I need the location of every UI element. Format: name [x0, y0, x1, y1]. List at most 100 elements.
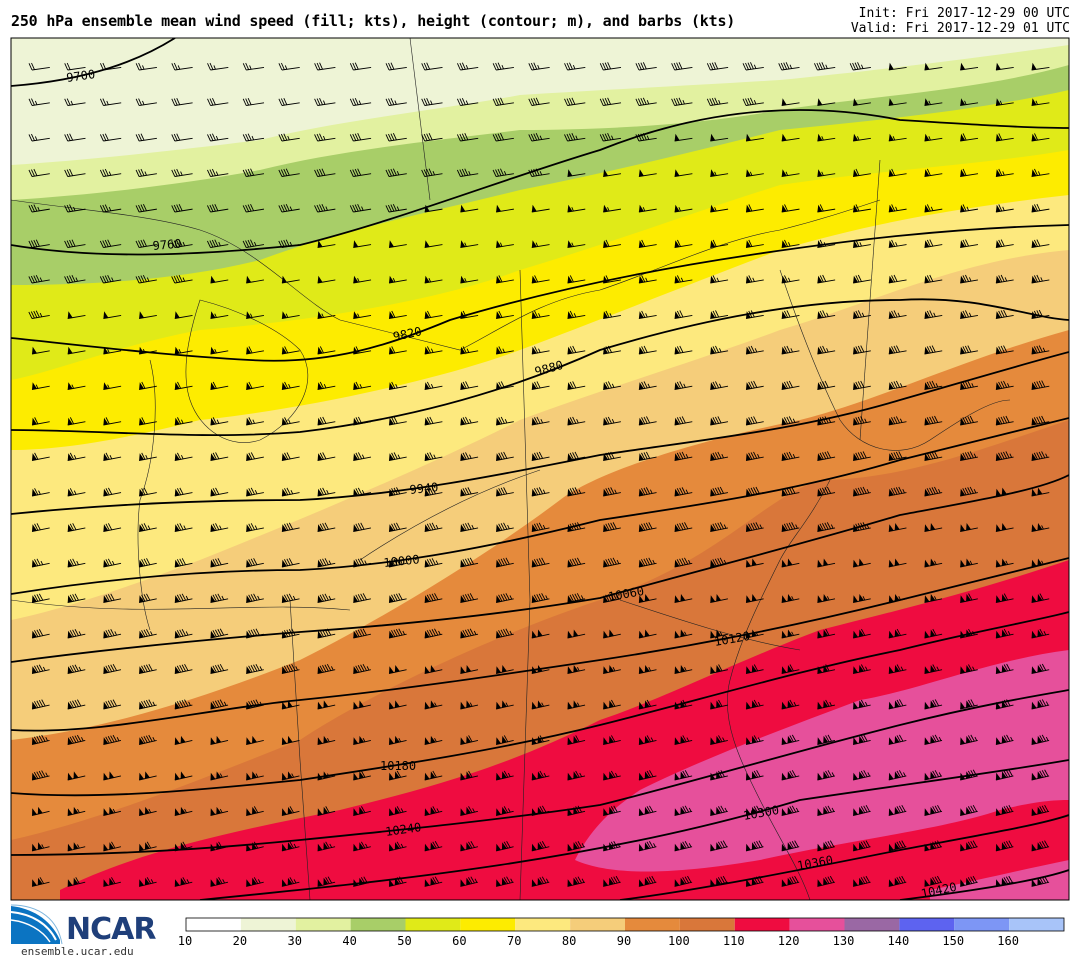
wind-barb: [817, 274, 836, 284]
wind-barb: [995, 415, 1014, 426]
wind-barb: [888, 770, 907, 781]
wind-barb: [888, 628, 907, 639]
wind-barb: [210, 699, 229, 710]
wind-barb: [353, 558, 372, 568]
wind-barb: [460, 381, 479, 390]
wind-barb: [638, 770, 657, 781]
colorbar-swatch: [240, 918, 296, 931]
wind-barb: [424, 876, 443, 887]
colorbar-swatch: [295, 918, 351, 931]
contour-10000: [11, 417, 1069, 595]
wind-barb: [745, 522, 764, 532]
wind-barb: [139, 699, 157, 710]
wind-barb: [564, 133, 586, 142]
wind-barb: [710, 735, 728, 745]
colorbar-border: [185, 917, 1065, 932]
wind-barb: [849, 62, 871, 71]
wind-barb: [171, 274, 193, 284]
wind-barb: [246, 735, 264, 745]
wind-barb: [174, 771, 193, 781]
wind-barb: [638, 841, 657, 852]
wind-barb: [317, 558, 336, 568]
wind-barb: [388, 275, 407, 284]
wind-barb: [31, 452, 50, 461]
wind-barb: [710, 275, 729, 284]
wind-barb: [281, 311, 300, 319]
wind-barb: [278, 168, 300, 177]
contour-labels: 9700 9760 9820 9880 9940 10000 10060 101…: [65, 67, 957, 901]
wind-barb: [460, 204, 479, 213]
wind-barb: [206, 239, 229, 248]
wind-barb: [674, 381, 693, 390]
colorbar-tick-label: 60: [452, 934, 467, 948]
wind-barb: [742, 97, 764, 106]
wind-barb: [745, 875, 764, 887]
wind-barb: [781, 133, 800, 142]
wind-barb: [206, 204, 229, 213]
wind-barb: [567, 593, 586, 603]
wind-barb: [353, 806, 371, 816]
wind-barb: [888, 558, 907, 568]
contour-9700: [11, 38, 176, 87]
ncar-url: ensemble.ucar.edu: [21, 945, 134, 958]
wind-barb: [64, 62, 86, 71]
contour-label: 9700: [65, 67, 96, 85]
wind-barb: [103, 346, 122, 355]
colorbar-tick-label: 110: [722, 934, 745, 948]
wind-barb: [495, 806, 514, 816]
wind-barb: [781, 629, 800, 639]
wind-barb: [781, 593, 800, 603]
wind-barb: [710, 664, 728, 674]
wind-barb: [853, 699, 871, 710]
wind-barb: [674, 699, 693, 710]
wind-barb: [67, 558, 86, 568]
wind-barb: [603, 699, 621, 710]
wind-barb: [567, 629, 586, 639]
wind-barb: [388, 310, 407, 319]
wind-barb: [317, 416, 336, 426]
contour-label: 10180: [380, 759, 416, 773]
wind-barb: [995, 62, 1014, 71]
wind-barb: [388, 841, 407, 852]
wind-barb: [781, 380, 800, 390]
wind-barb: [745, 770, 764, 781]
wind-barb: [853, 98, 871, 106]
ncar-logo-text: NCAR: [66, 912, 156, 947]
wind-barb: [317, 771, 336, 781]
wind-barb: [638, 664, 657, 674]
wind-barb: [924, 593, 943, 603]
wind-barb: [853, 380, 871, 390]
wind-barb: [1031, 309, 1050, 319]
wind-barb: [317, 240, 336, 248]
wind-barb: [995, 98, 1014, 106]
wind-barb: [599, 133, 622, 142]
wind-barb: [171, 168, 193, 177]
wind-barb: [353, 663, 371, 674]
wind-barb: [28, 62, 50, 71]
wind-barb: [496, 416, 514, 426]
great-lakes-outline: [185, 299, 309, 443]
contour-10300: [199, 759, 1069, 900]
wind-barb: [210, 735, 229, 745]
wind-barb: [28, 239, 50, 248]
wind-barb: [1031, 203, 1050, 213]
wind-barb: [888, 804, 907, 816]
wind-barb: [638, 699, 657, 710]
wind-barb: [638, 593, 657, 603]
wind-barb: [531, 416, 550, 426]
wind-barb: [603, 204, 622, 213]
wind-barb: [706, 97, 729, 106]
wind-barb: [924, 415, 943, 426]
wind-barb: [281, 522, 300, 532]
contour-label: 9820: [392, 324, 423, 344]
wind-barb: [603, 805, 621, 816]
wind-barb: [207, 168, 229, 177]
wind-barb: [781, 664, 800, 674]
wind-barb: [246, 806, 264, 816]
wind-barb: [888, 204, 907, 213]
wind-barb: [781, 699, 800, 710]
wind-barb: [353, 522, 372, 532]
wind-barb: [531, 700, 550, 710]
wind-barb: [1031, 345, 1050, 355]
